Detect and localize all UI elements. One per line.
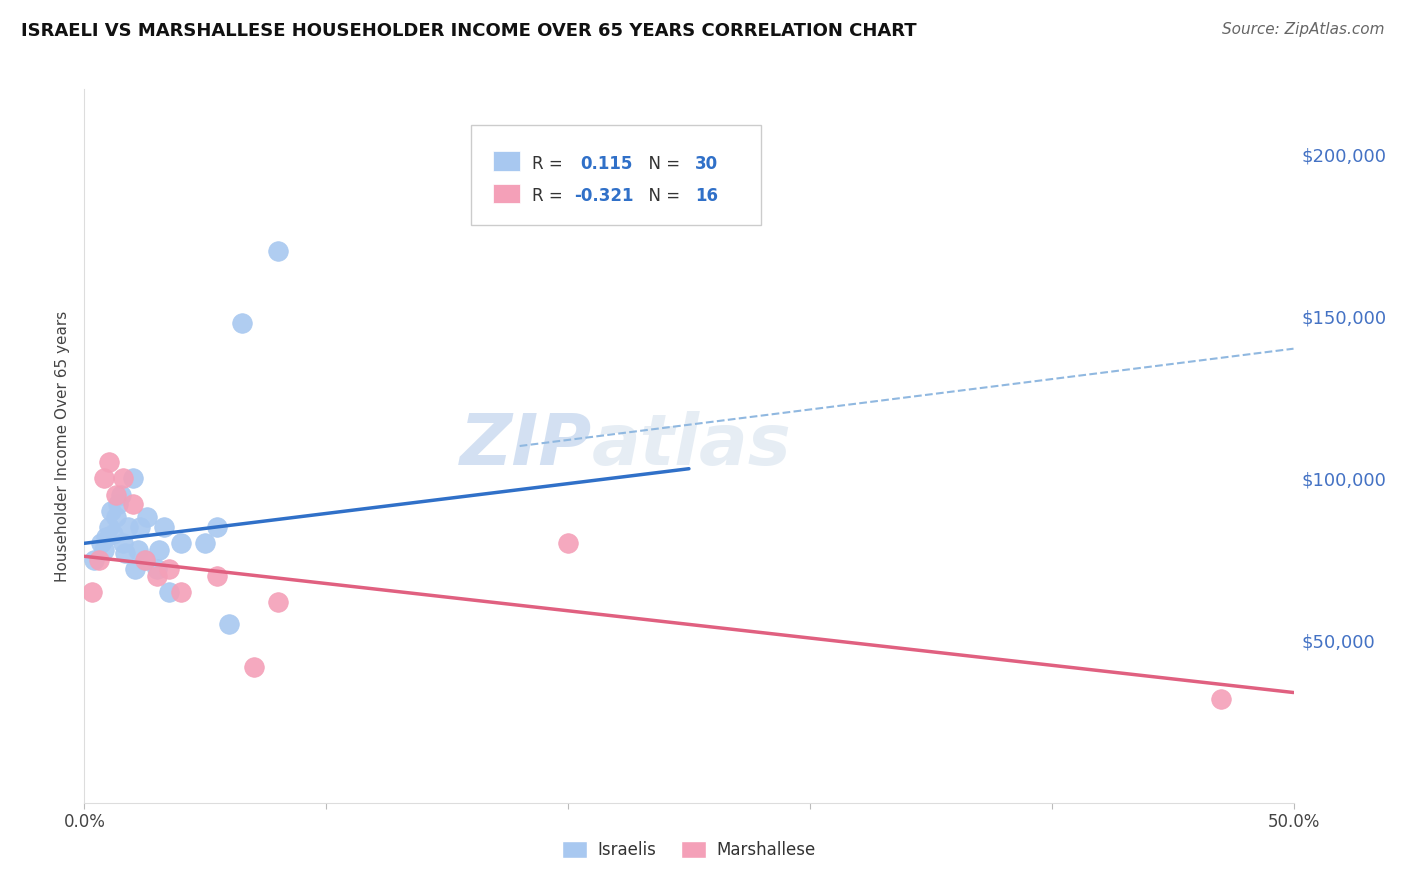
Point	[104, 488, 127, 502]
Legend: Israelis, Marshallese: Israelis, Marshallese	[555, 834, 823, 866]
Text: ZIP: ZIP	[460, 411, 592, 481]
Point	[104, 510, 127, 524]
Point	[103, 526, 125, 541]
Point	[146, 568, 169, 582]
Point	[207, 520, 229, 534]
Point	[87, 552, 110, 566]
Point	[90, 536, 112, 550]
Point	[134, 552, 156, 566]
Text: R =: R =	[531, 155, 568, 173]
Point	[136, 510, 159, 524]
Text: 16: 16	[695, 187, 718, 205]
Point	[94, 530, 117, 544]
Point	[148, 542, 170, 557]
Text: ISRAELI VS MARSHALLESE HOUSEHOLDER INCOME OVER 65 YEARS CORRELATION CHART: ISRAELI VS MARSHALLESE HOUSEHOLDER INCOM…	[21, 22, 917, 40]
FancyBboxPatch shape	[471, 125, 762, 225]
Text: N =: N =	[638, 187, 686, 205]
Point	[134, 552, 156, 566]
Text: atlas: atlas	[592, 411, 792, 481]
FancyBboxPatch shape	[494, 184, 520, 203]
Point	[146, 562, 169, 576]
Point	[267, 595, 290, 609]
Point	[117, 520, 139, 534]
Point	[129, 520, 152, 534]
Point	[194, 536, 217, 550]
Point	[80, 585, 103, 599]
Point	[157, 562, 180, 576]
Point	[110, 488, 132, 502]
Point	[170, 585, 193, 599]
Point	[157, 585, 180, 599]
Text: Source: ZipAtlas.com: Source: ZipAtlas.com	[1222, 22, 1385, 37]
Point	[1209, 692, 1232, 706]
Point	[114, 546, 136, 560]
Point	[93, 542, 115, 557]
Point	[97, 520, 120, 534]
Point	[581, 179, 603, 194]
Point	[231, 316, 253, 330]
Text: N =: N =	[638, 155, 686, 173]
Point	[112, 471, 135, 485]
Text: R =: R =	[531, 187, 568, 205]
Point	[170, 536, 193, 550]
Point	[557, 536, 579, 550]
Point	[112, 536, 135, 550]
Point	[107, 497, 129, 511]
Point	[207, 568, 229, 582]
Point	[93, 471, 115, 485]
Text: 30: 30	[695, 155, 718, 173]
Point	[124, 562, 146, 576]
Point	[100, 504, 122, 518]
FancyBboxPatch shape	[494, 151, 520, 170]
Point	[121, 497, 143, 511]
Point	[242, 659, 264, 673]
Point	[97, 455, 120, 469]
Y-axis label: Householder Income Over 65 years: Householder Income Over 65 years	[55, 310, 70, 582]
Text: -0.321: -0.321	[574, 187, 634, 205]
Point	[218, 617, 240, 632]
Point	[83, 552, 105, 566]
Point	[127, 542, 149, 557]
Point	[121, 471, 143, 485]
Point	[267, 244, 290, 259]
Point	[153, 520, 176, 534]
Text: 0.115: 0.115	[581, 155, 633, 173]
